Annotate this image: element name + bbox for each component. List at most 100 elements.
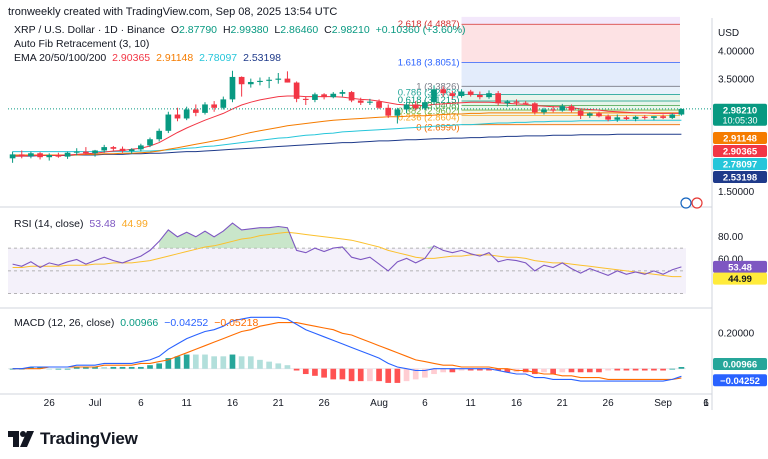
macd-histogram-bar[interactable]: [559, 368, 566, 373]
ema-indicator-label[interactable]: EMA 20/50/100/200: [14, 52, 107, 64]
macd-histogram-bar[interactable]: [156, 363, 163, 369]
candle-body[interactable]: [541, 109, 547, 113]
macd-histogram-bar[interactable]: [531, 368, 538, 375]
macd-histogram-bar[interactable]: [247, 356, 254, 369]
macd-histogram-bar[interactable]: [412, 368, 419, 380]
candle-body[interactable]: [669, 114, 676, 118]
candle-body[interactable]: [651, 116, 657, 118]
candle-body[interactable]: [403, 104, 410, 110]
candle-body[interactable]: [586, 113, 593, 116]
macd-histogram-bar[interactable]: [330, 368, 337, 380]
macd-histogram-bar[interactable]: [367, 368, 373, 382]
macd-histogram-bar[interactable]: [504, 368, 511, 373]
macd-histogram-bar[interactable]: [266, 361, 272, 369]
candle-body[interactable]: [64, 152, 71, 157]
macd-histogram-bar[interactable]: [623, 368, 630, 371]
candle-body[interactable]: [348, 92, 355, 101]
macd-tag[interactable]: [713, 374, 767, 387]
candle-body[interactable]: [28, 153, 34, 157]
macd-histogram-bar[interactable]: [376, 368, 382, 382]
macd-histogram-bar[interactable]: [284, 365, 291, 369]
macd-histogram-bar[interactable]: [101, 366, 108, 369]
macd-histogram-bar[interactable]: [495, 368, 502, 371]
candle-body[interactable]: [174, 114, 181, 119]
candle-body[interactable]: [577, 110, 584, 116]
macd-histogram-bar[interactable]: [577, 368, 584, 373]
macd-histogram-bar[interactable]: [586, 368, 593, 373]
macd-histogram-bar[interactable]: [660, 368, 666, 371]
candle-body[interactable]: [422, 102, 428, 109]
macd-histogram-bar[interactable]: [73, 366, 80, 369]
macd-histogram-bar[interactable]: [46, 368, 53, 370]
candle-body[interactable]: [412, 104, 419, 109]
candle-body[interactable]: [550, 109, 556, 111]
candle-body[interactable]: [440, 89, 447, 94]
macd-histogram-bar[interactable]: [192, 354, 199, 369]
candle-body[interactable]: [660, 116, 666, 118]
macd-histogram-bar[interactable]: [257, 359, 263, 369]
fib-legend[interactable]: Auto Fib Retracement (3, 10): [14, 38, 152, 50]
candle-body[interactable]: [605, 116, 611, 120]
candle-body[interactable]: [495, 93, 502, 104]
macd-histogram-bar[interactable]: [394, 368, 401, 383]
macd-histogram-bar[interactable]: [83, 366, 89, 369]
ema-legend[interactable]: EMA 20/50/100/200 2.90365 2.91148 2.7809…: [14, 52, 284, 64]
macd-histogram-bar[interactable]: [293, 368, 300, 371]
candle-body[interactable]: [266, 79, 272, 81]
macd-histogram-bar[interactable]: [128, 366, 135, 369]
price-tag[interactable]: [713, 132, 767, 144]
candle-body[interactable]: [486, 93, 492, 98]
rsi-tag[interactable]: [713, 272, 767, 285]
candle-body[interactable]: [357, 100, 364, 103]
macd-histogram-bar[interactable]: [220, 356, 227, 369]
candle-body[interactable]: [596, 113, 602, 117]
event-marker-icon[interactable]: [680, 197, 692, 209]
candle-body[interactable]: [293, 82, 300, 99]
candle-body[interactable]: [367, 101, 373, 103]
macd-histogram-bar[interactable]: [138, 366, 144, 369]
macd-histogram-bar[interactable]: [165, 358, 172, 369]
macd-histogram-bar[interactable]: [614, 368, 621, 371]
macd-histogram-bar[interactable]: [568, 368, 575, 373]
candle-body[interactable]: [477, 94, 483, 98]
candle-body[interactable]: [238, 76, 245, 85]
candle-body[interactable]: [110, 147, 117, 149]
candle-body[interactable]: [119, 148, 126, 152]
macd-histogram-bar[interactable]: [119, 366, 126, 369]
macd-histogram-bar[interactable]: [651, 368, 657, 371]
macd-histogram-bar[interactable]: [605, 368, 611, 371]
macd-histogram-bar[interactable]: [312, 368, 318, 376]
candle-body[interactable]: [202, 104, 208, 113]
rsi-tag[interactable]: [713, 260, 767, 273]
macd-histogram-bar[interactable]: [28, 366, 34, 369]
symbol-name[interactable]: XRP / U.S. Dollar · 1D · Binance: [14, 24, 165, 36]
candle-body[interactable]: [504, 101, 511, 104]
candle-body[interactable]: [339, 92, 346, 94]
candle-body[interactable]: [568, 106, 575, 111]
candle-body[interactable]: [284, 78, 291, 83]
price-tag[interactable]: [713, 103, 767, 126]
price-tag[interactable]: [713, 171, 767, 183]
macd-histogram-bar[interactable]: [422, 368, 428, 378]
macd-tag[interactable]: [713, 358, 767, 371]
candle-body[interactable]: [247, 81, 254, 85]
candle-body[interactable]: [83, 151, 89, 154]
macd-histogram-bar[interactable]: [348, 368, 355, 382]
macd-histogram-bar[interactable]: [275, 363, 282, 369]
macd-histogram-bar[interactable]: [147, 365, 153, 369]
macd-histogram-bar[interactable]: [449, 368, 456, 373]
candle-body[interactable]: [192, 109, 199, 113]
macd-histogram-bar[interactable]: [541, 368, 547, 373]
rsi-indicator-label[interactable]: RSI (14, close): [14, 218, 84, 230]
candle-body[interactable]: [211, 104, 217, 108]
candle-body[interactable]: [220, 99, 227, 108]
macd-histogram-bar[interactable]: [669, 368, 676, 370]
price-tag[interactable]: [713, 158, 767, 170]
candle-body[interactable]: [467, 91, 474, 95]
macd-histogram-bar[interactable]: [403, 368, 410, 382]
macd-histogram-bar[interactable]: [339, 368, 346, 380]
candle-body[interactable]: [302, 98, 309, 100]
candle-body[interactable]: [156, 130, 163, 140]
macd-histogram-bar[interactable]: [110, 366, 117, 369]
